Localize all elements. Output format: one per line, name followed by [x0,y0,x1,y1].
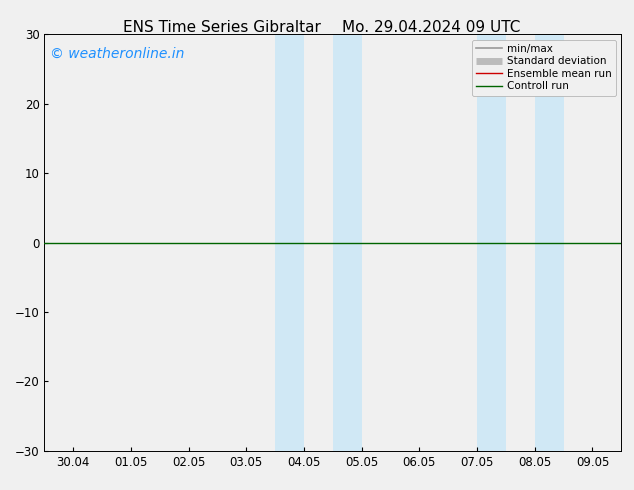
Legend: min/max, Standard deviation, Ensemble mean run, Controll run: min/max, Standard deviation, Ensemble me… [472,40,616,96]
Text: Mo. 29.04.2024 09 UTC: Mo. 29.04.2024 09 UTC [342,20,521,35]
Bar [477,34,506,451]
Text: ENS Time Series Gibraltar: ENS Time Series Gibraltar [123,20,321,35]
Text: © weatheronline.in: © weatheronline.in [50,47,184,61]
Bar [534,34,564,451]
Bar [275,34,304,451]
Bar [333,34,361,451]
